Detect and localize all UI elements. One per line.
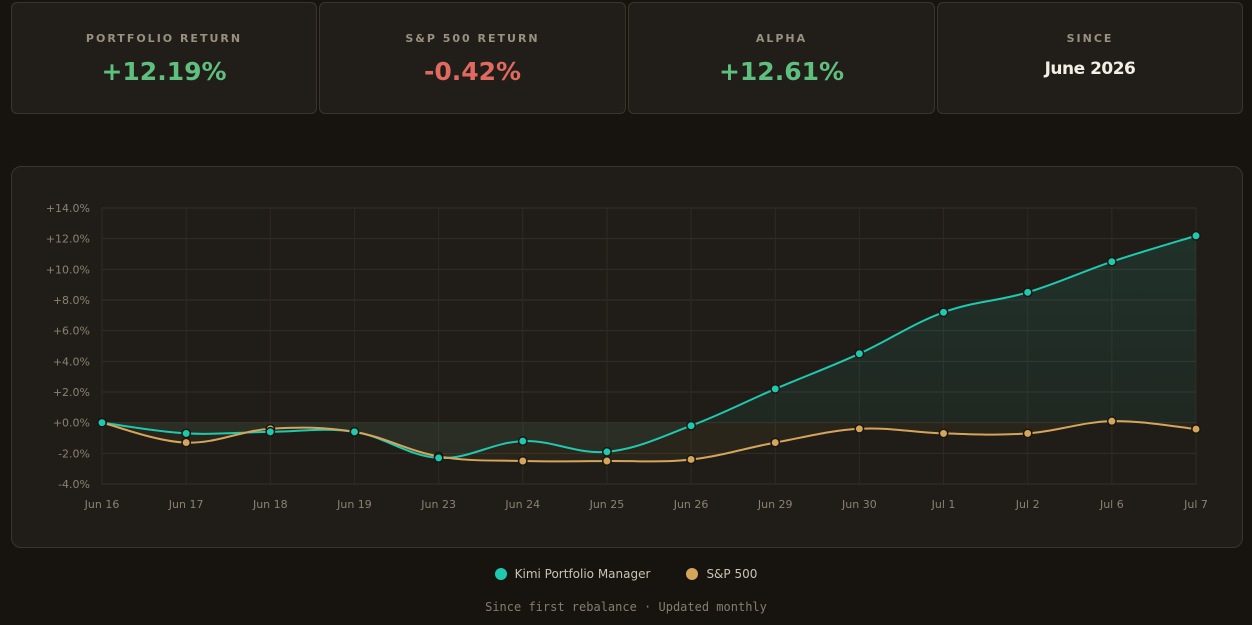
data-point-series-0[interactable] [1106,256,1117,267]
x-tick-label: Jun 30 [841,498,877,511]
stat-label: SINCE [1066,32,1114,45]
legend-dot-icon [494,568,507,580]
data-point-series-0[interactable] [601,446,612,457]
x-tick-label: Jun 19 [336,498,372,511]
y-tick-label: +14.0% [46,202,90,215]
stat-card-since: SINCE June 2026 [937,2,1243,114]
data-point-series-0[interactable] [517,436,528,447]
x-tick-label: Jun 26 [673,498,709,511]
y-tick-label: +12.0% [46,233,90,246]
chart-legend: Kimi Portfolio Manager S&P 500 [0,567,1252,581]
x-tick-label: Jul 7 [1183,498,1208,511]
data-point-series-0[interactable] [1191,230,1201,241]
x-tick-label: Jun 16 [84,498,120,511]
data-point-series-1[interactable] [1022,428,1033,439]
data-point-series-0[interactable] [854,348,865,359]
data-point-series-0[interactable] [686,420,697,431]
y-tick-label: +4.0% [53,355,90,368]
data-point-series-0[interactable] [770,383,781,394]
data-point-series-0[interactable] [97,417,107,428]
x-tick-label: Jul 2 [1015,498,1040,511]
data-point-series-0[interactable] [265,426,276,437]
legend-label: S&P 500 [706,567,758,581]
stat-card-alpha: ALPHA +12.61% [628,2,935,114]
stat-card-sp500-return: S&P 500 RETURN -0.42% [319,2,626,114]
x-tick-label: Jun 18 [252,498,288,511]
stat-value: -0.42% [423,57,522,86]
x-tick-label: Jul 6 [1099,498,1124,511]
y-tick-label: +8.0% [53,294,90,307]
data-point-series-0[interactable] [433,452,444,463]
x-tick-label: Jun 24 [504,498,540,511]
data-point-series-0[interactable] [181,428,192,439]
legend-item-portfolio[interactable]: Kimi Portfolio Manager [494,567,651,581]
chart-footnote: Since first rebalance · Updated monthly [485,600,767,614]
x-tick-label: Jun 25 [589,498,625,511]
stat-label: ALPHA [755,32,808,45]
data-point-series-1[interactable] [770,437,781,448]
chart-card: +14.0% +12.0% +10.0% +8.0% +6.0% +4.0% +2.0% +0… [11,166,1243,548]
data-point-series-1[interactable] [601,456,612,466]
stat-card-portfolio-return: PORTFOLIO RETURN +12.19% [11,2,317,114]
legend-label: Kimi Portfolio Manager [514,567,651,581]
x-tick-label: Jun 23 [420,498,456,511]
x-tick-label: Jun 17 [168,498,204,511]
y-tick-label: +2.0% [53,386,90,399]
data-point-series-1[interactable] [854,423,865,434]
stat-value: +12.19% [101,57,227,86]
stat-label: PORTFOLIO RETURN [85,32,243,45]
series-line-1 [101,420,1197,463]
performance-chart[interactable]: +14.0% +12.0% +10.0% +8.0% +6.0% +4.0% +2.0% +0… [12,167,1242,547]
y-tick-label: +6.0% [53,325,90,338]
data-point-series-1[interactable] [938,428,949,439]
data-point-series-1[interactable] [181,437,192,448]
data-point-series-0[interactable] [1022,287,1033,298]
legend-dot-icon [686,568,699,580]
y-tick-label: +0.0% [53,417,90,430]
stat-value: June 2026 [1044,59,1136,79]
y-tick-label: +10.0% [46,263,90,276]
x-tick-label: Jul 1 [931,498,956,511]
series-line-0 [101,234,1197,459]
series-area-0 [102,235,1196,459]
data-point-series-1[interactable] [1106,416,1117,427]
y-tick-label: -2.0% [58,447,90,460]
legend-item-sp500[interactable]: S&P 500 [686,567,757,581]
y-tick-label: -4.0% [58,478,90,491]
data-point-series-1[interactable] [686,454,697,465]
x-tick-label: Jun 29 [757,498,793,511]
stat-label: S&P 500 RETURN [405,32,540,45]
stat-value: +12.61% [718,57,845,86]
data-point-series-1[interactable] [517,456,528,466]
data-point-series-0[interactable] [938,307,949,318]
data-point-series-0[interactable] [349,426,360,437]
data-point-series-1[interactable] [1191,424,1201,435]
